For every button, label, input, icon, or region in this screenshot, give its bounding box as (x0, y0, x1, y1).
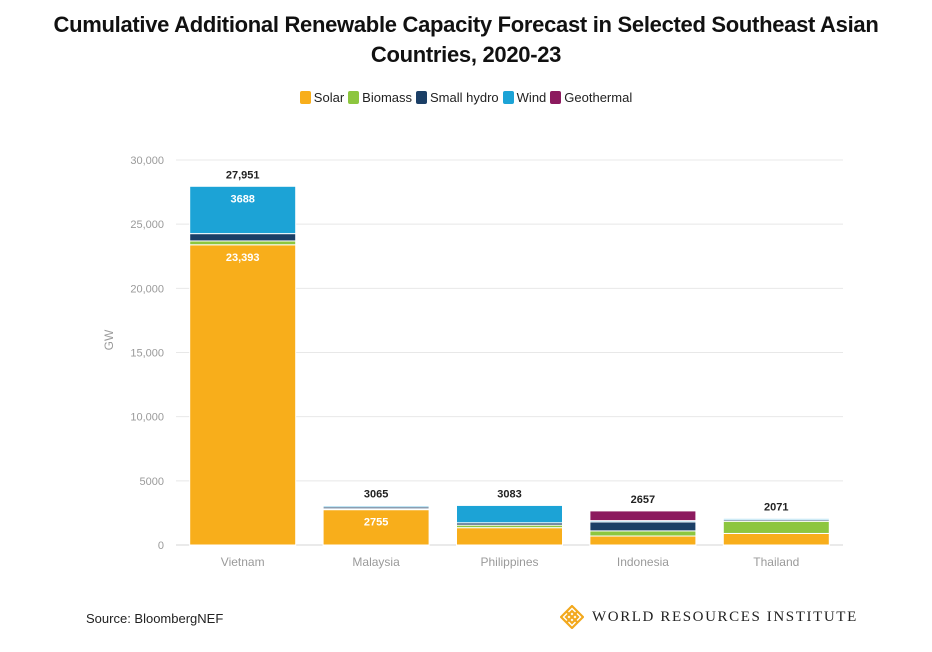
bar-segment-thailand-biomass (722, 520, 830, 534)
bar-segment-indonesia-biomass (589, 530, 697, 537)
total-label: 2071 (764, 501, 788, 513)
bar-segment-vietnam-biomass (189, 240, 297, 246)
bar-segment-malaysia-wind (322, 505, 430, 508)
bar-segment-indonesia-solar (589, 535, 697, 546)
wri-logo-icon (560, 605, 584, 629)
x-tick-label: Malaysia (352, 555, 400, 569)
bar-segment-thailand-solar (722, 532, 830, 546)
y-tick-label: 30,000 (130, 155, 164, 167)
legend-swatch (416, 91, 428, 104)
legend-label: Biomass (362, 90, 413, 105)
x-tick-label: Vietnam (221, 555, 265, 569)
bar-segment-indonesia-geothermal (589, 510, 697, 522)
y-tick-label: 20,000 (130, 283, 164, 295)
legend-item-geothermal: Geothermal (550, 90, 632, 105)
bar-segment-malaysia-solar (322, 509, 430, 546)
legend-swatch (550, 91, 562, 104)
legend-label: Geothermal (564, 90, 633, 105)
stacked-bar-chart: 0 5000 10,000 15,000 20,000 25,000 30,000 GW 27,… (102, 155, 843, 569)
x-tick-label: Thailand (753, 555, 799, 569)
chart-title-line-2: Countries, 2020-23 (370, 42, 562, 67)
bar-segment-philippines-wind (456, 504, 563, 524)
bar-segment-vietnam-wind (189, 185, 297, 235)
y-tick-label: 0 (158, 540, 164, 552)
x-tick-label: Philippines (480, 555, 538, 569)
bar-segment-thailand-wind (722, 517, 830, 521)
legend-item-wind: Wind (502, 90, 547, 105)
data-label: 2755 (364, 517, 388, 529)
legend-item-solar: Solar (299, 90, 345, 105)
total-label: 2657 (631, 494, 655, 506)
legend-swatch (348, 91, 360, 104)
bar-segment-indonesia-small-hydro (589, 521, 697, 532)
legend-label: Solar (313, 90, 345, 105)
data-label: 23,393 (226, 252, 260, 264)
bar-segment-philippines-solar (456, 527, 563, 546)
source-note: Source: BloombergNEF (86, 611, 224, 626)
total-label: 3083 (497, 488, 521, 500)
total-label: 27,951 (226, 169, 260, 181)
chart-title: Cumulative Additional Renewable Capacity… (0, 10, 932, 70)
bar-segment-vietnam-solar (189, 244, 297, 546)
data-label: 3688 (230, 193, 254, 205)
x-tick-label: Indonesia (617, 555, 669, 569)
y-tick-label: 5000 (140, 476, 164, 488)
total-label: 3065 (364, 489, 388, 501)
chart-title-line-1: Cumulative Additional Renewable Capacity… (53, 12, 879, 37)
legend-swatch (299, 91, 311, 104)
legend-item-small-hydro: Small hydro (416, 90, 499, 105)
y-tick-label: 15,000 (130, 348, 164, 360)
y-axis-label: GW (102, 329, 116, 350)
legend: Solar Biomass Small hydro Wind Geothermal (0, 90, 932, 105)
y-tick-label: 25,000 (130, 219, 164, 231)
legend-swatch (502, 91, 514, 104)
legend-item-biomass: Biomass (348, 90, 412, 105)
y-tick-label: 10,000 (130, 412, 164, 424)
legend-label: Small hydro (430, 90, 499, 105)
wri-logo: WORLD RESOURCES INSTITUTE (560, 604, 858, 630)
wri-logo-text: WORLD RESOURCES INSTITUTE (592, 608, 858, 625)
bar-segment-vietnam-small-hydro (189, 233, 297, 242)
legend-label: Wind (516, 90, 547, 105)
